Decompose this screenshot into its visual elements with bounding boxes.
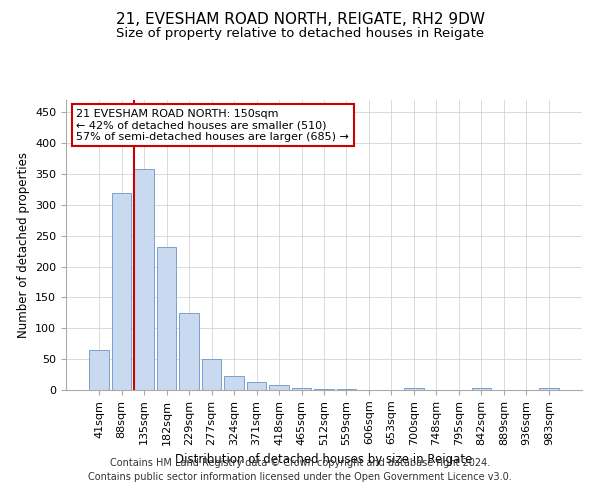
Text: Contains public sector information licensed under the Open Government Licence v3: Contains public sector information licen…	[88, 472, 512, 482]
Bar	[157, 247, 176, 390]
Text: 21 EVESHAM ROAD NORTH: 150sqm
← 42% of detached houses are smaller (510)
57% of : 21 EVESHAM ROAD NORTH: 150sqm ← 42% of d…	[76, 108, 349, 142]
Bar	[539, 388, 559, 390]
Text: Contains HM Land Registry data © Crown copyright and database right 2024.: Contains HM Land Registry data © Crown c…	[110, 458, 490, 468]
Y-axis label: Number of detached properties: Number of detached properties	[17, 152, 29, 338]
Bar	[89, 350, 109, 390]
Text: 21, EVESHAM ROAD NORTH, REIGATE, RH2 9DW: 21, EVESHAM ROAD NORTH, REIGATE, RH2 9DW	[115, 12, 485, 28]
Bar	[179, 313, 199, 390]
Bar	[292, 388, 311, 390]
Bar	[404, 388, 424, 390]
X-axis label: Distribution of detached houses by size in Reigate: Distribution of detached houses by size …	[175, 453, 473, 466]
Text: Size of property relative to detached houses in Reigate: Size of property relative to detached ho…	[116, 28, 484, 40]
Bar	[269, 385, 289, 390]
Bar	[134, 169, 154, 390]
Bar	[472, 388, 491, 390]
Bar	[247, 382, 266, 390]
Bar	[202, 359, 221, 390]
Bar	[224, 376, 244, 390]
Bar	[112, 192, 131, 390]
